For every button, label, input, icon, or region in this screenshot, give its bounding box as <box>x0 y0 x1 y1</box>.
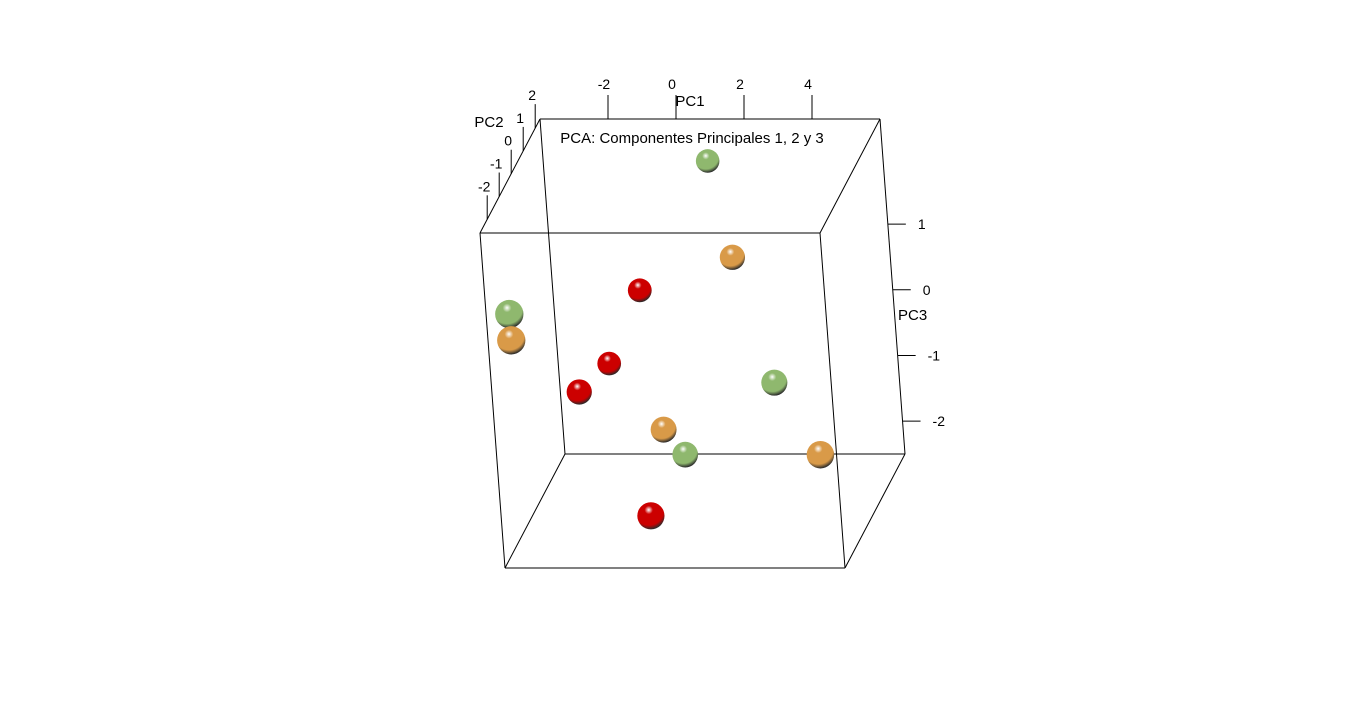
box-edge <box>819 232 846 569</box>
point-green <box>672 441 699 468</box>
chart-title: PCA: Componentes Principales 1, 2 y 3 <box>560 130 823 147</box>
box-edge <box>504 453 566 569</box>
pc3-tick-label: -2 <box>933 413 946 429</box>
point-red <box>566 379 592 405</box>
point-green <box>695 149 720 173</box>
point-red <box>597 351 622 376</box>
pc1-tick-label: 0 <box>668 76 676 92</box>
pc1-axis-title: PC1 <box>675 93 704 110</box>
data-points <box>495 149 835 530</box>
pc3-tick-label: 1 <box>918 216 926 232</box>
pc2-axis-title: PC2 <box>474 114 503 131</box>
pc3-tick-label: -1 <box>928 347 941 363</box>
pc2-tick-label: 0 <box>504 133 512 149</box>
point-orange <box>806 440 835 469</box>
point-orange <box>719 244 746 270</box>
box-edge <box>879 118 906 455</box>
box-edge <box>844 453 906 569</box>
pc2-tick-label: -2 <box>478 178 491 194</box>
box-edge <box>819 118 881 234</box>
point-red <box>627 278 652 303</box>
bounding-box <box>479 118 906 569</box>
pc1-tick-label: -2 <box>598 76 611 92</box>
pc3-tick-label: 0 <box>923 282 931 298</box>
pc2-tick-label: 1 <box>516 110 524 126</box>
pc2-tick-label: -1 <box>490 156 503 172</box>
pc3-axis-title: PC3 <box>898 307 927 324</box>
point-green <box>495 299 524 329</box>
pc2-tick-label: 2 <box>528 87 536 103</box>
point-red <box>637 502 665 530</box>
point-orange <box>650 416 677 443</box>
box-edge <box>479 232 506 569</box>
box-edge <box>539 118 566 455</box>
point-orange <box>497 326 526 355</box>
point-green <box>761 369 788 396</box>
pc1-tick-label: 4 <box>804 76 812 92</box>
pc1-tick-label: 2 <box>736 76 744 92</box>
box-edge <box>479 118 541 234</box>
